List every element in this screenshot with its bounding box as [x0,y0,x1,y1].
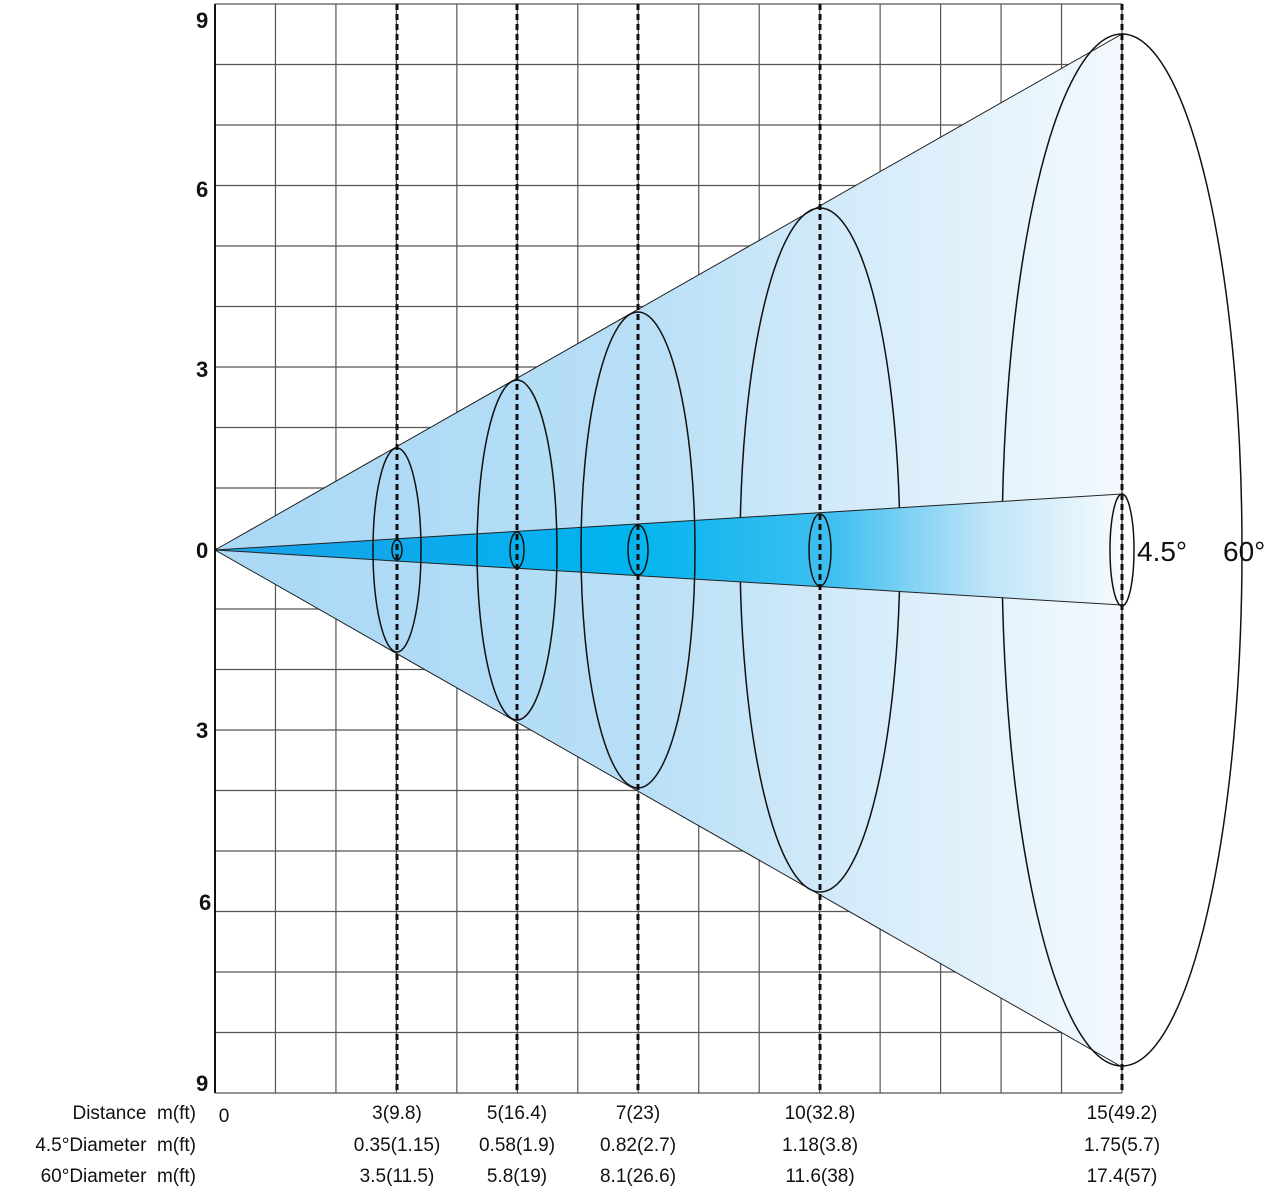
wide-diameter-value: 5.8(19) [487,1166,547,1187]
y-tick-label: 9 [196,8,208,33]
distance-value: 15(49.2) [1087,1103,1158,1124]
distance-value: 10(32.8) [785,1103,856,1124]
narrow-diameter-value: 0.82(2.7) [600,1135,676,1156]
y-tick-label: 6 [196,177,208,202]
specs-table: Distance m(ft) 0 3(9.8) 5(16.4) 7(23) 10… [35,1103,1160,1187]
narrow-diameter-value: 0.35(1.15) [354,1135,441,1156]
row-label: 4.5°Diameter m(ft) [35,1135,196,1156]
y-tick-label: 3 [196,357,208,382]
distance-value: 3(9.8) [372,1103,422,1124]
y-tick-label: 9 [196,1071,208,1096]
y-axis-ticks: 9 6 3 0 3 6 9 [196,8,211,1096]
y-tick-label: 6 [199,890,211,915]
wide-angle-label: 60° [1223,536,1265,567]
wide-diameter-value: 3.5(11.5) [360,1166,435,1187]
wide-diameter-value: 17.4(57) [1087,1166,1158,1187]
distance-value: 0 [219,1106,230,1127]
y-tick-label: 0 [196,538,208,563]
narrow-diameter-value: 1.75(5.7) [1084,1135,1160,1156]
distance-value: 5(16.4) [487,1103,547,1124]
wide-diameter-row: 60°Diameter m(ft) 3.5(11.5) 5.8(19) 8.1(… [41,1166,1158,1187]
beam-angle-labels: 4.5° 60° [1137,536,1265,567]
distance-markers [395,4,1124,1093]
wide-diameter-value: 11.6(38) [785,1166,854,1187]
distance-value: 7(23) [616,1103,660,1124]
y-tick-label: 3 [196,718,208,743]
wide-diameter-value: 8.1(26.6) [600,1166,676,1187]
narrow-diameter-value: 1.18(3.8) [782,1135,858,1156]
narrow-diameter-value: 0.58(1.9) [479,1135,555,1156]
row-label: 60°Diameter m(ft) [41,1166,196,1187]
distance-row: Distance m(ft) 0 3(9.8) 5(16.4) 7(23) 10… [72,1103,1157,1127]
row-label: Distance m(ft) [72,1103,196,1124]
narrow-diameter-row: 4.5°Diameter m(ft) 0.35(1.15) 0.58(1.9) … [35,1135,1160,1156]
narrow-angle-label: 4.5° [1137,536,1187,567]
